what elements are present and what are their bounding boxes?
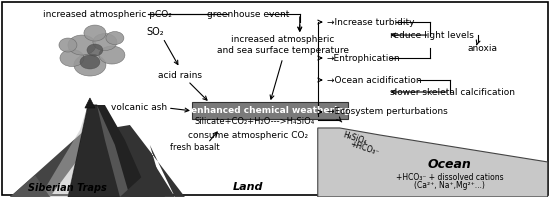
- Text: reduce light levels: reduce light levels: [390, 31, 474, 40]
- Text: consume atmospheric CO₂: consume atmospheric CO₂: [188, 131, 308, 140]
- Polygon shape: [85, 98, 95, 108]
- Ellipse shape: [60, 49, 84, 67]
- Text: greenhouse event: greenhouse event: [207, 10, 289, 19]
- Text: slower skeletal calcification: slower skeletal calcification: [390, 87, 515, 97]
- Ellipse shape: [93, 33, 117, 51]
- Text: →Increase turbidity: →Increase turbidity: [327, 18, 414, 27]
- FancyBboxPatch shape: [192, 102, 348, 120]
- Polygon shape: [100, 125, 185, 197]
- Ellipse shape: [68, 35, 96, 55]
- Text: +HCO₃⁻ + dissolved cations: +HCO₃⁻ + dissolved cations: [396, 173, 503, 182]
- Polygon shape: [10, 130, 100, 197]
- Ellipse shape: [59, 38, 77, 52]
- Ellipse shape: [80, 55, 100, 69]
- Polygon shape: [120, 165, 175, 197]
- Ellipse shape: [99, 46, 125, 64]
- Text: →Ocean acidification: →Ocean acidification: [327, 75, 421, 85]
- Polygon shape: [318, 128, 548, 197]
- Text: SO₂: SO₂: [146, 27, 164, 37]
- Text: →Entrophication: →Entrophication: [327, 54, 400, 62]
- Ellipse shape: [74, 54, 106, 76]
- Text: increased atmospheric
and sea surface temperature: increased atmospheric and sea surface te…: [217, 35, 349, 55]
- Text: enhanced chemical weathering: enhanced chemical weathering: [191, 107, 350, 115]
- Text: →Ecosystem perturbations: →Ecosystem perturbations: [327, 108, 448, 116]
- Polygon shape: [10, 175, 50, 197]
- Polygon shape: [68, 105, 150, 197]
- Text: anoxia: anoxia: [468, 44, 498, 53]
- Text: Siberian Traps: Siberian Traps: [28, 183, 106, 193]
- Text: increased atmospheric pCO₂: increased atmospheric pCO₂: [43, 10, 172, 19]
- Polygon shape: [97, 105, 150, 197]
- Text: fresh basalt: fresh basalt: [170, 143, 219, 152]
- Ellipse shape: [87, 44, 103, 56]
- Text: Ocean: Ocean: [428, 158, 471, 171]
- Text: acid rains: acid rains: [158, 71, 202, 80]
- Polygon shape: [97, 105, 150, 197]
- Text: Silicate+CO₂+H₂O--->H₄SiO₄: Silicate+CO₂+H₂O--->H₄SiO₄: [195, 117, 315, 126]
- Text: volcanic ash: volcanic ash: [111, 103, 167, 112]
- Ellipse shape: [84, 25, 106, 41]
- Text: H₄SiO₄: H₄SiO₄: [342, 130, 368, 146]
- Text: (Ca²⁺, Na⁺,Mg²⁺...): (Ca²⁺, Na⁺,Mg²⁺...): [414, 181, 485, 190]
- Text: +HCO₃⁻: +HCO₃⁻: [349, 139, 381, 157]
- Ellipse shape: [106, 32, 124, 45]
- Polygon shape: [40, 105, 88, 197]
- Text: Land: Land: [233, 182, 263, 192]
